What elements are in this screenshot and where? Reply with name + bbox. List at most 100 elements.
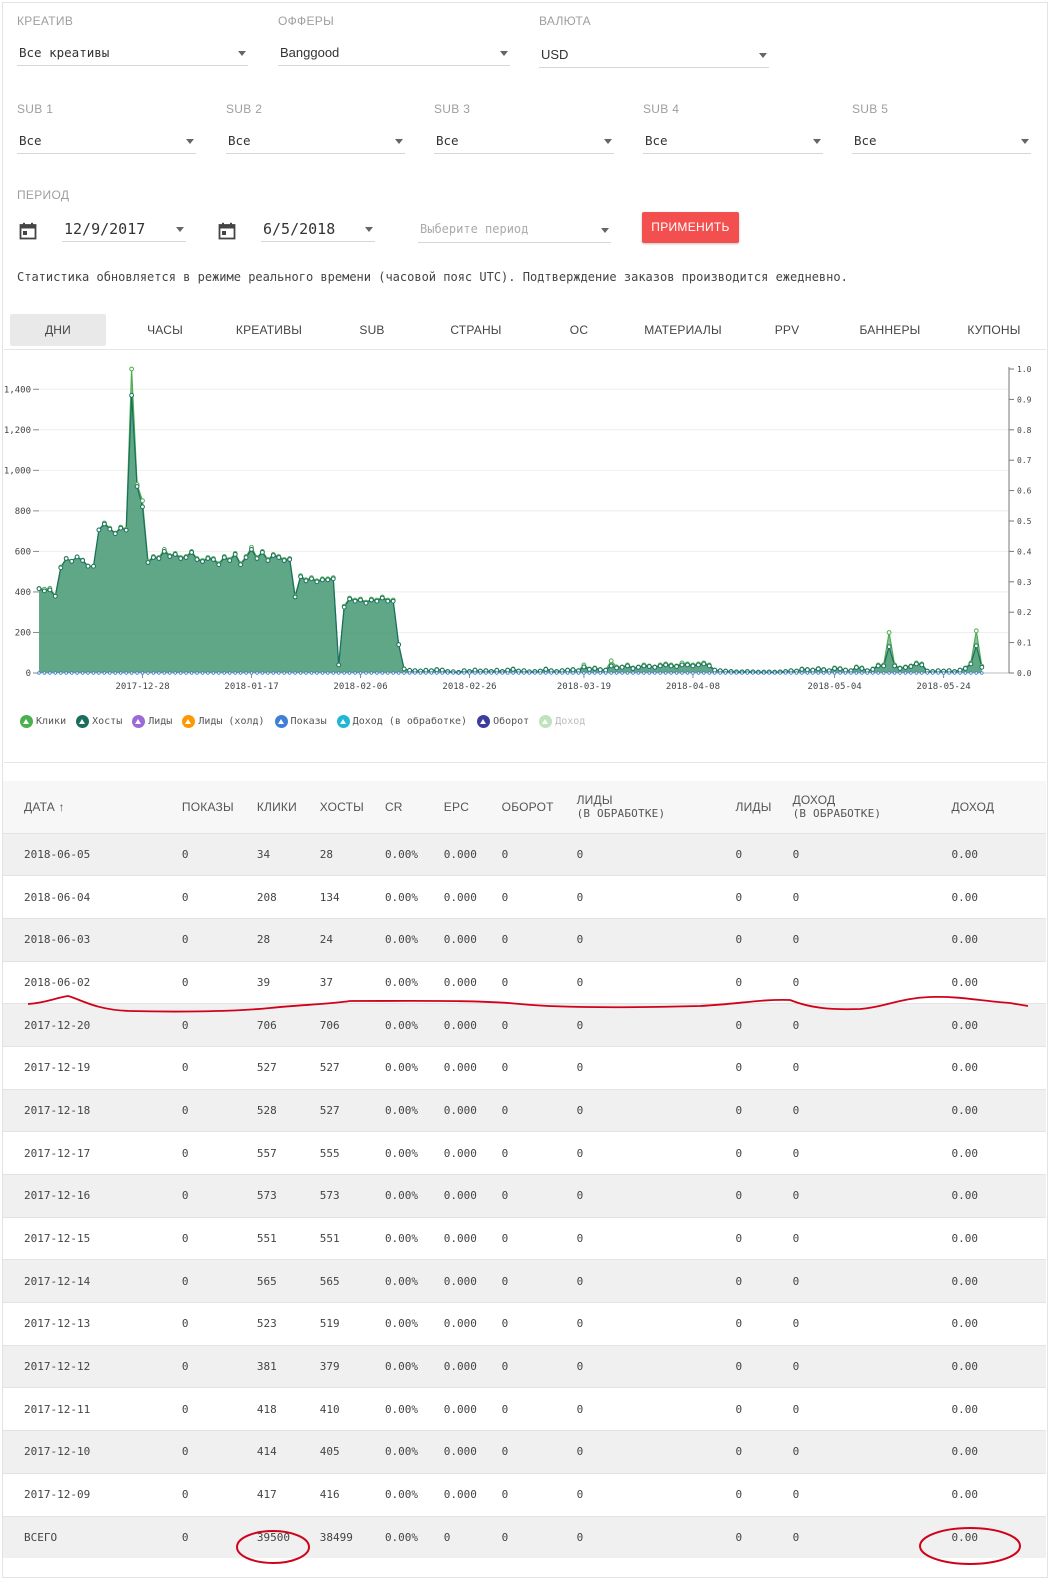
hosts-point [232, 552, 238, 557]
zero-point [86, 671, 90, 675]
tab-os[interactable]: ОС [569, 323, 589, 337]
zero-point [277, 671, 281, 675]
hosts-point [243, 555, 249, 560]
col-clicks[interactable]: КЛИКИ [236, 781, 299, 833]
cell-date: 2017-12-18 [3, 1088, 161, 1132]
cell-clicks: 417 [235, 1472, 299, 1516]
hosts-point [123, 527, 129, 533]
tab-hours[interactable]: ЧАСЫ [147, 323, 183, 337]
cell-cr: 0.00% [363, 1430, 423, 1474]
tab-creatives[interactable]: КРЕАТИВЫ [235, 323, 303, 337]
sub3-select[interactable]: Все [434, 130, 614, 154]
date-from-value: 12/9/2017 [64, 220, 146, 238]
zero-point [440, 671, 444, 675]
hosts-point [178, 556, 184, 561]
cell-impressions: 0 [160, 1472, 236, 1516]
sub5-label: SUB 5 [852, 102, 889, 116]
cell-cr: 0.00% [363, 875, 423, 919]
y2-tick-label: 0.2 [1017, 608, 1032, 617]
offers-select[interactable]: Banggood [278, 42, 510, 66]
tab-coupons[interactable]: КУПОНЫ [967, 323, 1021, 337]
zero-point [549, 671, 553, 675]
date-to-picker[interactable]: 6/5/2018 [261, 218, 375, 242]
cell-epc: 0.000 [422, 875, 481, 919]
chart-legend: Клики Хосты Лиды Лиды (холд) Показы Дохо… [20, 712, 585, 730]
col-cr[interactable]: CR [364, 781, 423, 833]
cell-date: 2018-06-05 [3, 832, 161, 876]
col-turnover[interactable]: ОБОРОТ [481, 781, 556, 833]
zero-point [925, 671, 929, 675]
legend-item-impressions[interactable]: Показы [274, 714, 327, 728]
zero-point [544, 671, 548, 675]
cell-leads-pending: 0 [555, 1472, 715, 1516]
tab-sub[interactable]: SUB [359, 323, 385, 337]
col-epc[interactable]: EPC [423, 781, 481, 833]
legend-item-hosts[interactable]: Хосты [76, 714, 122, 728]
zero-point [838, 671, 842, 675]
hosts-point [309, 576, 314, 582]
zero-point [309, 671, 314, 675]
zero-point [446, 671, 450, 675]
calendar-icon[interactable] [218, 222, 236, 240]
zero-point [751, 671, 755, 675]
cell-leads-pending: 0 [555, 1003, 715, 1047]
tab-days[interactable]: ДНИ [10, 314, 106, 346]
tab-banners[interactable]: БАННЕРЫ [859, 323, 921, 337]
apply-button[interactable]: ПРИМЕНИТЬ [642, 212, 739, 243]
calendar-icon[interactable] [19, 222, 37, 240]
sub5-select[interactable]: Все [852, 130, 1031, 154]
legend-item-turnover[interactable]: Оборот [477, 714, 529, 728]
cell-date: 2017-12-17 [3, 1131, 161, 1175]
zero-point [832, 671, 837, 675]
col-hosts[interactable]: ХОСТЫ [299, 781, 364, 833]
zero-point [958, 671, 962, 675]
creative-select[interactable]: Все креативы [17, 42, 248, 66]
cell-cr: 0.00% [363, 1045, 423, 1090]
zero-point [129, 671, 134, 675]
sub4-select[interactable]: Все [643, 130, 823, 154]
legend-item-leads-hold[interactable]: Лиды (холд) [182, 714, 265, 728]
cell-leads: 0 [714, 960, 772, 1004]
zero-point [762, 671, 766, 675]
date-from-picker[interactable]: 12/9/2017 [62, 218, 186, 242]
col-leads-pending[interactable]: ЛИДЫ (В ОБРАБОТКЕ) [556, 781, 715, 833]
hosts-point [347, 596, 353, 602]
bar-chart-icon [477, 714, 491, 728]
zero-point [571, 671, 575, 675]
hosts-point [636, 664, 641, 670]
legend-item-clicks[interactable]: Клики [20, 714, 67, 728]
zero-point [266, 671, 270, 675]
zero-point [849, 671, 853, 675]
legend-item-income-pending[interactable]: Доход (в обработке) [336, 714, 467, 728]
legend-item-leads[interactable]: Лиды [132, 714, 172, 728]
cell-cr: 0.00% [363, 1003, 423, 1047]
cell-date: 2017-12-19 [3, 1045, 161, 1090]
zero-point [538, 671, 542, 675]
zero-point [609, 671, 613, 675]
hosts-point [352, 598, 358, 604]
legend-item-income[interactable]: Доход [539, 714, 585, 728]
col-income[interactable]: ДОХОД [930, 781, 1046, 833]
sub1-select[interactable]: Все [17, 130, 196, 154]
period-preset-select[interactable]: Выберите период [418, 219, 611, 243]
x-tick-label: 2018-03-19 [557, 682, 611, 692]
col-date[interactable]: ДАТА ↑ [3, 781, 161, 833]
sub2-select[interactable]: Все [226, 130, 405, 154]
col-income-pending[interactable]: ДОХОД (В ОБРАБОТКЕ) [772, 781, 931, 833]
tab-ppv[interactable]: PPV [774, 323, 800, 337]
cell-cr: 0.00% [363, 1302, 423, 1346]
table-header-row: ДАТА ↑ ПОКАЗЫ КЛИКИ ХОСТЫ CR EPC ОБОРОТ … [3, 781, 1046, 833]
tab-materials[interactable]: МАТЕРИАЛЫ [644, 323, 722, 337]
legend-label: Клики [36, 715, 67, 727]
cell-epc: 0.000 [422, 1387, 481, 1431]
cell-impressions: 0 [160, 1430, 236, 1474]
y2-tick-label: 0.0 [1017, 669, 1032, 678]
currency-select[interactable]: USD [539, 44, 769, 68]
tab-countries[interactable]: СТРАНЫ [450, 323, 502, 337]
col-leads[interactable]: ЛИДЫ [715, 781, 772, 833]
cell-impressions: 0 [160, 1131, 236, 1175]
zero-point [424, 671, 428, 675]
zero-point [151, 671, 156, 675]
col-impressions[interactable]: ПОКАЗЫ [161, 781, 236, 833]
cell-hosts: 706 [298, 1003, 364, 1047]
